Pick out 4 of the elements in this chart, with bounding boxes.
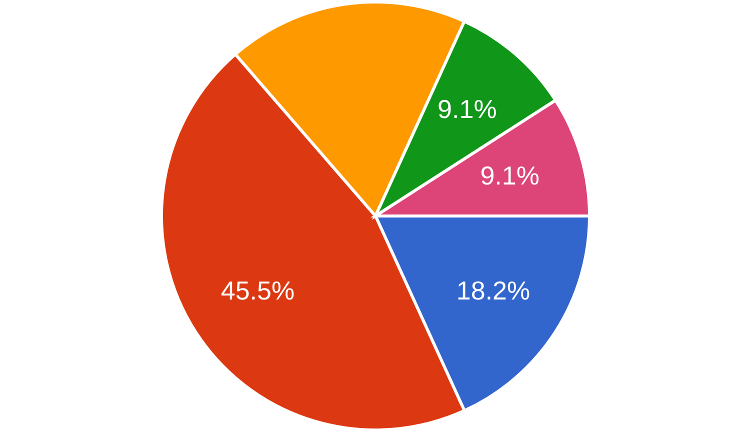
data-label: 18.2% [456, 276, 530, 306]
data-label: 9.1% [480, 160, 540, 191]
data-label: 9.1% [438, 94, 497, 124]
data-label: 45.5% [220, 276, 295, 306]
